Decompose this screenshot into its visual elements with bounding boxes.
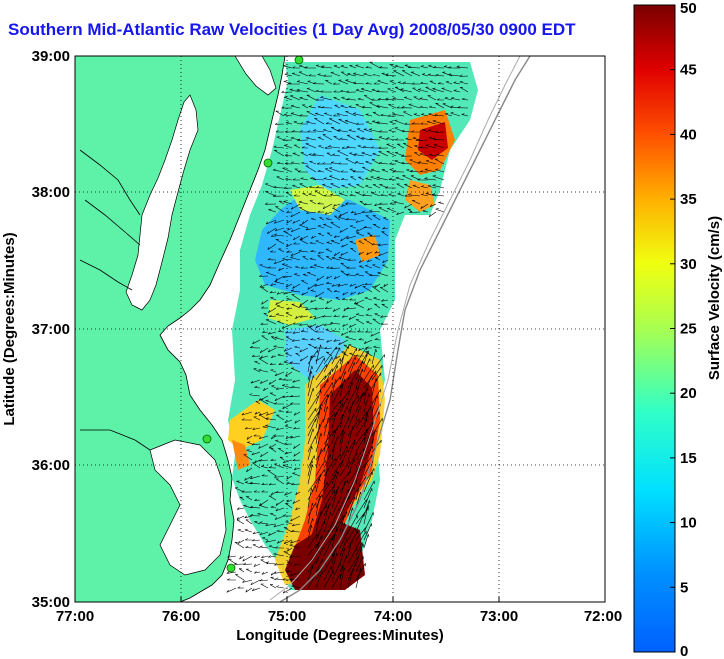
radar-station <box>202 434 212 444</box>
velocity-vectors <box>226 61 469 594</box>
x-axis: 77:00 76:00 75:00 74:00 73:00 72:00 Long… <box>56 597 622 644</box>
colorbar-tick-label: 30 <box>680 256 697 273</box>
radar-station <box>263 158 273 168</box>
radar-station <box>294 56 304 65</box>
vector-arrows <box>226 61 469 594</box>
colorbar-tick-label: 15 <box>680 450 697 467</box>
x-tick-label: 76:00 <box>162 608 200 625</box>
colorbar-label: Surface Velocity (cm/s) <box>706 216 723 380</box>
colorbar-tick-label: 25 <box>680 321 697 338</box>
y-tick-label: 39:00 <box>32 48 70 65</box>
y-tick-label: 35:00 <box>32 594 70 611</box>
velocity-field <box>228 62 478 590</box>
colorbar-tick-label: 40 <box>680 126 697 143</box>
bathymetry-contour-inner <box>269 56 521 601</box>
x-tick-label: 72:00 <box>584 608 622 625</box>
y-axis-label: Latitude (Degrees:Minutes) <box>1 232 18 425</box>
x-axis-label: Longitude (Degrees:Minutes) <box>236 627 444 644</box>
colorbar-tick-label: 50 <box>680 0 697 17</box>
colorbar-tick-label: 20 <box>680 385 697 402</box>
plot-frame <box>74 55 606 603</box>
pamlico-sound <box>149 439 227 576</box>
map-grid <box>75 56 605 602</box>
x-tick-label: 75:00 <box>268 608 306 625</box>
colorbar-tick-label: 35 <box>680 191 697 208</box>
land-mainland <box>75 56 286 602</box>
map-title: Southern Mid-Atlantic Raw Velocities (1 … <box>8 20 576 39</box>
colorbar-tick-label: 45 <box>680 62 697 79</box>
radar-station <box>226 563 236 573</box>
x-tick-label: 74:00 <box>374 608 412 625</box>
chesapeake-bay <box>125 94 199 311</box>
colorbar-tick-label: 10 <box>680 515 697 532</box>
colorbar-gradient <box>633 4 676 653</box>
y-tick-label: 37:00 <box>32 321 70 338</box>
colorbar-tick-label: 0 <box>680 643 688 659</box>
x-tick-label: 77:00 <box>56 608 94 625</box>
y-tick-label: 36:00 <box>32 457 70 474</box>
delaware-bay <box>234 56 277 96</box>
colorbar-tick-label: 5 <box>680 579 688 596</box>
y-tick-label: 38:00 <box>32 184 70 201</box>
y-axis: 39:00 38:00 37:00 36:00 35:00 Latitude (… <box>1 48 70 611</box>
potomac-river <box>79 149 151 451</box>
x-tick-label: 73:00 <box>480 608 518 625</box>
bathymetry-contour <box>279 56 531 602</box>
